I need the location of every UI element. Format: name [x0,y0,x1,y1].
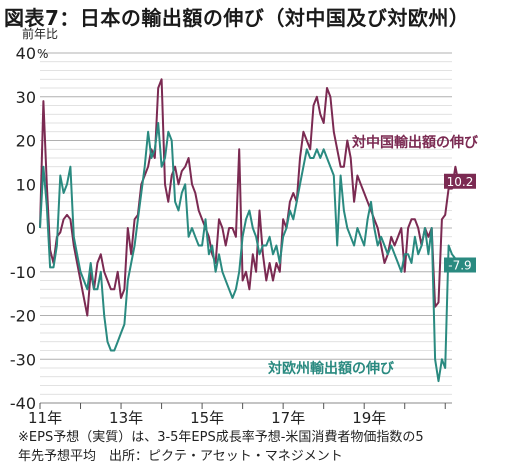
y-axis-unit-label: 前年比 [22,27,59,41]
y-tick-label: 10 [16,175,36,194]
y-tick-label: -30 [10,350,36,369]
y-tick-label: -40 [10,394,36,413]
source-note-line-2: 年先予想平均 出所：ピクテ・アセット・マネジメント [18,449,343,464]
end-value-label-china: 10.2 [447,175,474,189]
y-tick-label: -20 [10,307,36,326]
y-tick-label: 30 [16,88,36,107]
y-tick-label: 20 [16,132,36,151]
series-name-europe: 対欧州輸出額の伸び [267,360,395,377]
end-value-label-europe: -7.9 [448,259,471,273]
source-note-line-1: ※EPS予想（実質）は、3-5年EPS成長率予想-米国消費者物価指数の5 [18,430,424,445]
x-tick-label: 11年 [28,409,62,427]
series-line-europe [39,122,460,383]
series-line-china [39,78,460,317]
y-axis-ticks: -40 -30 -20 -10 0 10 20 30 40% [10,44,49,413]
series-lines [39,78,460,383]
y-tick-label: 40 [16,44,36,63]
y-tick-label: 0 [26,219,36,238]
x-tick-label: 13年 [109,409,143,427]
x-tick-label: 19年 [352,409,386,427]
series-name-china: 対中国輸出額の伸び [351,134,479,151]
x-tick-label: 15年 [190,409,224,427]
x-tick-label: 17年 [271,409,305,427]
x-axis: 11年 13年 15年 17年 19年 [28,402,452,427]
end-value-badge-china [444,173,476,189]
line-chart: -40 -30 -20 -10 0 10 20 30 40% 11年 13年 15年 17年 19年 対… [10,44,479,427]
y-unit-percent: % [37,47,48,61]
gridlines [40,52,452,404]
chart-title: 図表7：日本の輸出額の伸び（対中国及び対欧州） [4,6,470,30]
end-value-badge-europe [444,257,476,273]
y-tick-label: -10 [10,263,36,282]
